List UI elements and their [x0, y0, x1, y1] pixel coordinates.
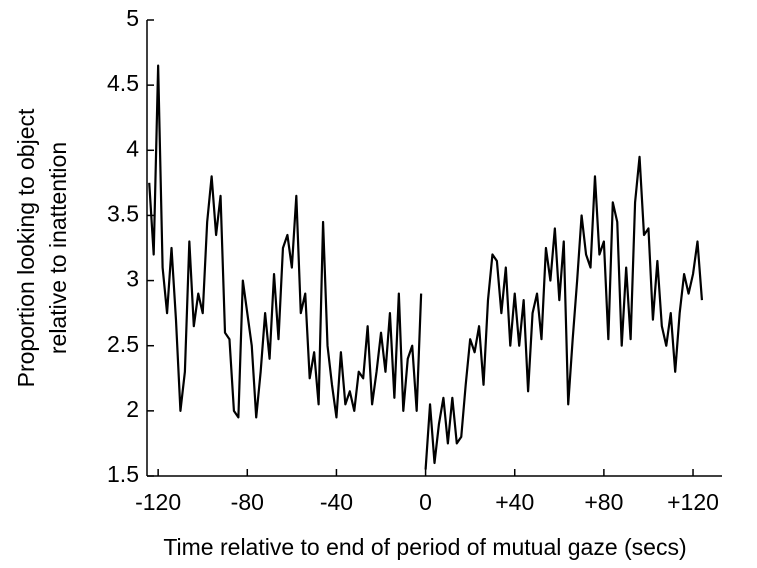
x-tick-label: -120	[135, 489, 181, 515]
x-tick-label: 0	[419, 489, 432, 515]
y-tick-label: 2.5	[107, 331, 139, 357]
y-tick-label: 4	[126, 135, 139, 161]
y-axis-label: Proportion looking to object	[13, 108, 39, 387]
y-tick-label: 3	[126, 266, 139, 292]
x-tick-label: -80	[231, 489, 264, 515]
y-tick-label: 1.5	[107, 461, 139, 487]
y-tick-label: 2	[126, 396, 139, 422]
x-axis-label: Time relative to end of period of mutual…	[163, 534, 686, 560]
y-tick-label: 3.5	[107, 201, 139, 227]
data-line	[148, 64, 704, 470]
x-tick-label: +120	[667, 489, 719, 515]
x-tick-label: -40	[320, 489, 353, 515]
y-tick-label: 4.5	[107, 70, 139, 96]
x-tick-label: +40	[495, 489, 534, 515]
y-axis-label: relative to inattention	[45, 142, 71, 354]
y-tick-label: 5	[126, 5, 139, 31]
x-tick-label: +80	[584, 489, 623, 515]
